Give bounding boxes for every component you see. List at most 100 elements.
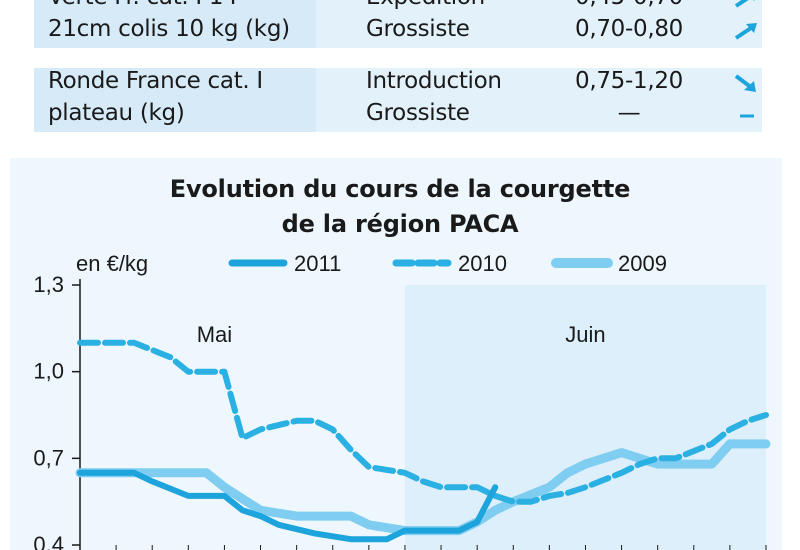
y-tick-label: 0,4 bbox=[33, 532, 64, 550]
row-price: 0,45-0,70 bbox=[564, 0, 694, 13]
series-line-2010 bbox=[77, 339, 769, 505]
data-point-2011 bbox=[458, 530, 460, 532]
data-point-2010 bbox=[548, 495, 550, 497]
data-point-2010 bbox=[458, 486, 460, 488]
data-point-2011 bbox=[476, 521, 478, 523]
data-point-2010 bbox=[440, 486, 442, 488]
data-point-2010 bbox=[79, 342, 81, 344]
row-stage: Grossiste bbox=[366, 16, 470, 42]
month-label-juin: Juin bbox=[565, 322, 605, 347]
data-point-2009 bbox=[296, 515, 298, 517]
row-description: Verte Fr. cat. I 14- bbox=[48, 0, 246, 13]
data-point-2011 bbox=[187, 495, 189, 497]
data-point-2010 bbox=[187, 371, 189, 373]
row-price: — bbox=[617, 100, 641, 126]
data-point-2009 bbox=[223, 486, 225, 488]
chart-title-line-2: de la région PACA bbox=[281, 210, 519, 238]
data-point-2009 bbox=[314, 515, 316, 517]
up-arrow-icon bbox=[734, 0, 755, 8]
data-point-2010 bbox=[621, 472, 623, 474]
data-point-2010 bbox=[133, 342, 135, 344]
data-point-2009 bbox=[350, 515, 352, 517]
data-point-2009 bbox=[584, 463, 586, 465]
row-desc-bg bbox=[34, 68, 316, 132]
data-point-2011 bbox=[278, 524, 280, 526]
y-axis-label: en €/kg bbox=[76, 251, 148, 276]
legend-label-2011: 2011 bbox=[294, 251, 341, 276]
data-point-2009 bbox=[566, 472, 568, 474]
data-point-2009 bbox=[639, 457, 641, 459]
data-point-2010 bbox=[350, 449, 352, 451]
data-point-2009 bbox=[729, 443, 731, 445]
data-point-2009 bbox=[494, 509, 496, 511]
legend-label-2009: 2009 bbox=[618, 251, 667, 276]
data-point-2010 bbox=[729, 428, 731, 430]
data-point-2010 bbox=[241, 437, 243, 439]
month-shade-juin bbox=[404, 285, 766, 550]
data-point-2010 bbox=[512, 501, 514, 503]
table-row bbox=[34, 68, 762, 132]
up-arrow-icon bbox=[734, 23, 757, 40]
data-point-2010 bbox=[169, 356, 171, 358]
table-row bbox=[34, 0, 762, 48]
data-point-2010 bbox=[422, 480, 424, 482]
data-point-2010 bbox=[657, 457, 659, 459]
month-label-mai: Mai bbox=[197, 322, 232, 347]
series-line-2011 bbox=[77, 469, 499, 543]
data-point-2011 bbox=[241, 509, 243, 511]
y-tick-label: 0,7 bbox=[33, 445, 64, 470]
data-point-2009 bbox=[747, 443, 749, 445]
data-point-2010 bbox=[711, 443, 713, 445]
row-stage: Grossiste bbox=[366, 100, 470, 126]
data-point-2009 bbox=[368, 524, 370, 526]
data-point-2010 bbox=[566, 492, 568, 494]
data-point-2010 bbox=[747, 420, 749, 422]
y-tick-label: 1,0 bbox=[33, 359, 64, 384]
data-point-2009 bbox=[205, 472, 207, 474]
stable-dash-icon bbox=[740, 114, 754, 118]
data-point-2011 bbox=[260, 515, 262, 517]
y-tick-label: 1,3 bbox=[33, 272, 64, 297]
data-point-2011 bbox=[494, 486, 496, 488]
down-arrow-icon bbox=[734, 74, 756, 92]
data-point-2010 bbox=[260, 428, 262, 430]
data-point-2011 bbox=[133, 472, 135, 474]
data-point-2010 bbox=[476, 486, 478, 488]
data-point-2009 bbox=[386, 527, 388, 529]
data-point-2010 bbox=[386, 469, 388, 471]
data-point-2009 bbox=[548, 486, 550, 488]
data-point-2010 bbox=[765, 414, 767, 416]
data-point-2010 bbox=[675, 457, 677, 459]
data-point-2011 bbox=[350, 538, 352, 540]
data-point-2009 bbox=[675, 463, 677, 465]
data-point-2011 bbox=[314, 532, 316, 534]
data-point-2011 bbox=[151, 480, 153, 482]
data-point-2009 bbox=[169, 472, 171, 474]
row-desc-bg bbox=[34, 0, 316, 48]
price-table: Verte Fr. cat. I 14- 21cm colis 10 kg (kg… bbox=[16, 0, 782, 138]
data-point-2009 bbox=[260, 509, 262, 511]
data-point-2009 bbox=[765, 443, 767, 445]
data-point-2010 bbox=[314, 420, 316, 422]
data-point-2011 bbox=[223, 495, 225, 497]
data-point-2010 bbox=[296, 420, 298, 422]
data-point-2009 bbox=[711, 463, 713, 465]
data-point-2011 bbox=[79, 472, 81, 474]
data-point-2010 bbox=[404, 472, 406, 474]
data-point-2011 bbox=[404, 530, 406, 532]
data-point-2010 bbox=[223, 371, 225, 373]
data-point-2009 bbox=[657, 463, 659, 465]
data-point-2009 bbox=[241, 498, 243, 500]
row-price: 0,70-0,80 bbox=[574, 16, 684, 42]
data-point-2010 bbox=[368, 466, 370, 468]
row-stage: Introduction bbox=[366, 68, 502, 94]
data-point-2010 bbox=[332, 428, 334, 430]
row-stage: Expédition bbox=[366, 0, 485, 13]
row-description: Ronde France cat. I bbox=[48, 68, 263, 94]
row-description: plateau (kg) bbox=[48, 100, 185, 126]
data-point-2010 bbox=[584, 486, 586, 488]
row-price: 0,75-1,20 bbox=[574, 68, 684, 94]
chart-title-line-1: Evolution du cours de la courgette bbox=[169, 175, 631, 203]
row-description: 21cm colis 10 kg (kg) bbox=[48, 16, 290, 42]
